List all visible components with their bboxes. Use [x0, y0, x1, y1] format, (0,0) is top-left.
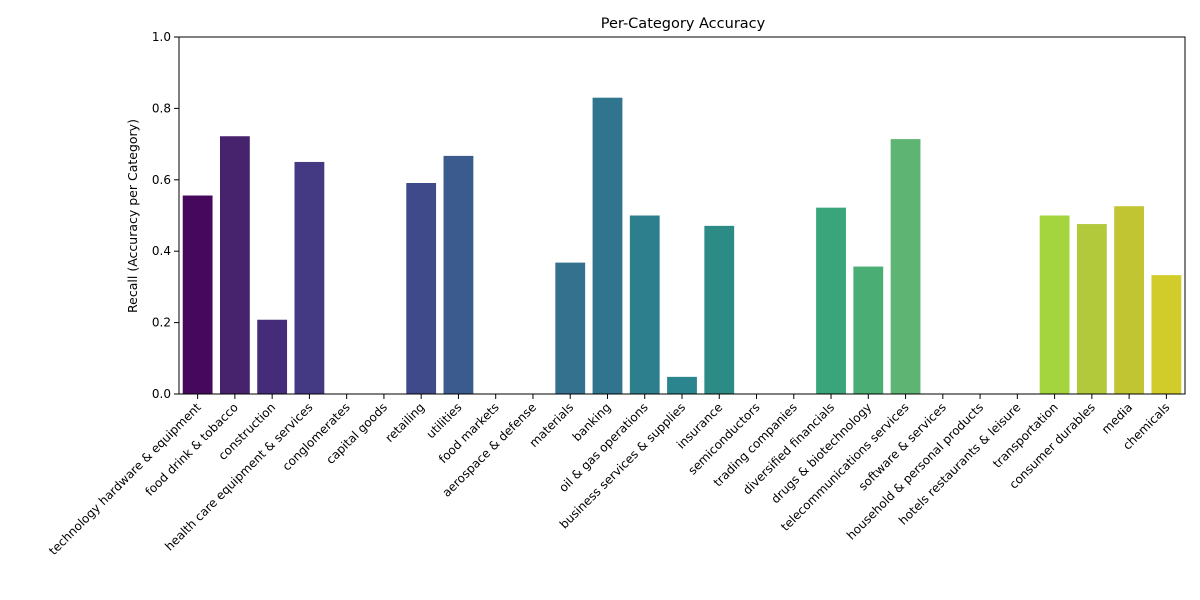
bars-group: [182, 97, 1182, 394]
bar-3: [294, 161, 325, 394]
bar-6: [406, 183, 437, 394]
y-tick-label-4: 0.8: [152, 101, 171, 115]
bar-11: [592, 97, 623, 394]
x-tick-label-25: media: [1099, 400, 1135, 436]
axes-frame: [178, 36, 1186, 395]
bar-18: [853, 266, 884, 394]
bar-2: [257, 319, 288, 394]
bar-26: [1151, 275, 1182, 394]
bar-0: [182, 195, 213, 394]
y-tick-label-3: 0.6: [152, 173, 171, 187]
x-tick-label-4: conglomerates: [280, 400, 353, 473]
bar-12: [629, 215, 660, 394]
bar-23: [1039, 215, 1070, 394]
bar-19: [890, 139, 921, 394]
x-tick-label-23: transportation: [990, 400, 1061, 471]
chart-title: Per-Category Accuracy: [601, 16, 766, 32]
x-tick-label-21: household & personal products: [844, 400, 986, 542]
bar-24: [1076, 224, 1107, 394]
bar-13: [667, 376, 697, 394]
bar-25: [1114, 206, 1145, 394]
bar-10: [555, 262, 586, 394]
x-tick-label-6: retailing: [383, 400, 428, 445]
axes-border: [178, 36, 1186, 395]
bar-14: [704, 225, 735, 394]
bar-7: [443, 155, 474, 394]
y-tick-label-1: 0.2: [152, 316, 171, 330]
y-axis-label: Recall (Accuracy per Category): [125, 119, 140, 313]
y-tick-label-2: 0.4: [152, 244, 171, 258]
y-tick-label-0: 0.0: [152, 387, 171, 401]
bar-1: [219, 136, 250, 394]
y-tick-label-5: 1.0: [152, 30, 171, 44]
bar-17: [816, 207, 846, 394]
y-ticks-group: 0.0 0.2 0.4 0.6 0.8 1.0: [152, 30, 179, 401]
